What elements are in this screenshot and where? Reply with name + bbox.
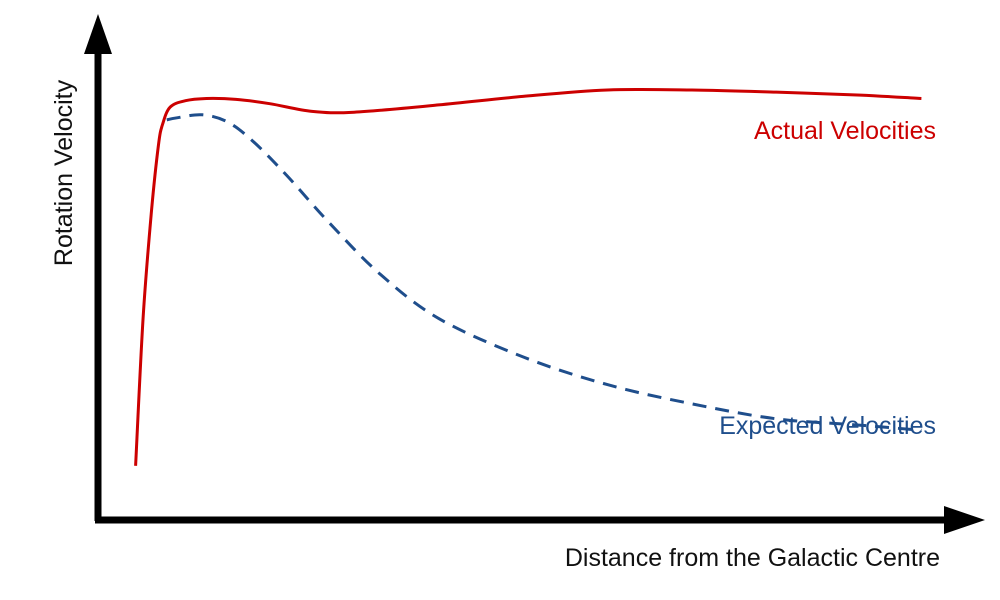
expected-velocities-line [166,113,922,432]
axes [84,14,985,534]
x-axis-arrowhead [944,506,985,534]
y-axis-arrowhead [84,14,112,54]
actual-velocities-line [134,87,922,466]
expected-velocities-label: Expected Velocities [719,412,936,440]
y-axis-label: Rotation Velocity [50,79,78,266]
actual-velocities-label: Actual Velocities [754,117,936,145]
x-axis-label: Distance from the Galactic Centre [565,544,940,572]
series-layer [134,87,922,466]
